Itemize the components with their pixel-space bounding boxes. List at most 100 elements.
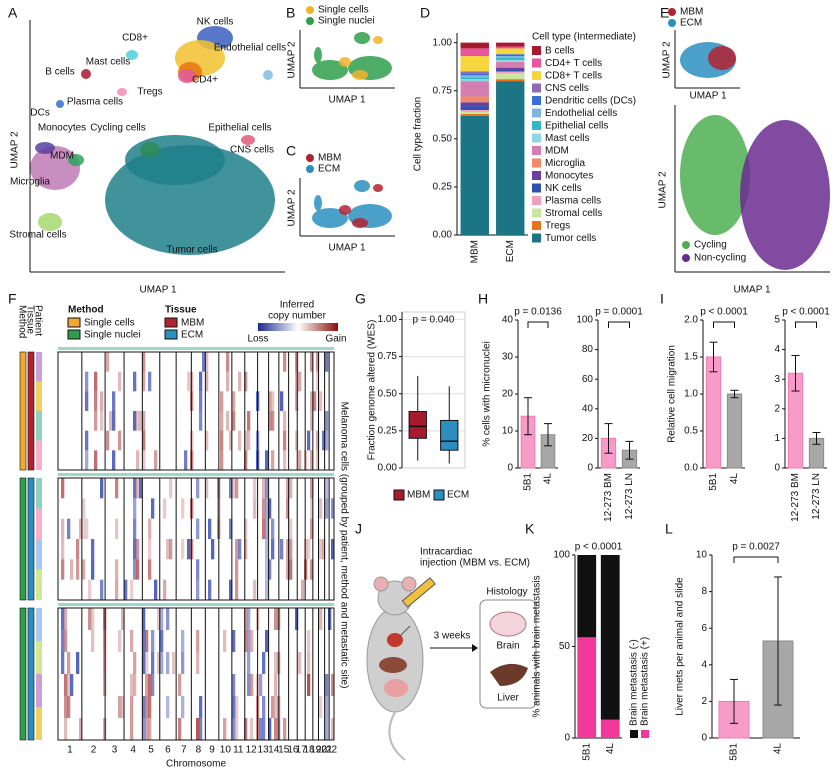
heatmap-cell	[307, 674, 311, 696]
annotation: Histology	[486, 587, 527, 598]
heatmap-cell	[61, 518, 65, 539]
panel-letter: J	[355, 521, 362, 537]
bar-segment	[460, 77, 489, 80]
chromosome-label: 9	[209, 745, 215, 756]
panel-letter: K	[525, 521, 535, 537]
heatmap-cell	[130, 696, 134, 718]
heatmap-cell	[289, 539, 293, 560]
heatmap-cell	[64, 696, 68, 718]
heatmap-cell	[64, 608, 68, 630]
heatmap-cell	[271, 450, 275, 470]
bar-segment	[496, 71, 525, 74]
track	[19, 351, 27, 471]
heatmap-cell	[205, 371, 209, 392]
y-tick-label: 0.75	[433, 85, 453, 96]
heatmap-cell	[133, 539, 137, 560]
heatmap-cell	[325, 696, 329, 718]
panel-letter: H	[478, 291, 488, 307]
heatmap-cell	[115, 579, 119, 600]
track	[27, 351, 35, 471]
heatmap-cell	[160, 630, 164, 652]
heatmap-cell	[310, 478, 314, 499]
umap-cluster	[314, 195, 322, 211]
legend-label: Single cells	[318, 5, 369, 16]
legend-label: MBM	[407, 490, 430, 501]
legend-label: Stromal cells	[545, 208, 602, 219]
legend-label: Brain metastasis (-)	[629, 639, 640, 726]
x-tick-label: 12-273 BM	[603, 473, 614, 522]
heatmap-cell	[163, 498, 167, 519]
heatmap-cell	[316, 450, 320, 470]
y-tick-label: 4	[774, 344, 780, 355]
track	[36, 707, 42, 740]
heatmap-cell	[280, 391, 284, 411]
legend-swatch	[532, 171, 541, 180]
heatmap-cell	[181, 696, 185, 718]
heatmap-cell	[250, 674, 254, 696]
y-axis-label: Relative cell migration	[667, 345, 678, 443]
heatmap-cell	[199, 371, 203, 392]
heatmap-cell	[163, 579, 167, 600]
umap-cluster	[178, 69, 196, 83]
y-tick-label: 6	[701, 623, 707, 634]
legend-swatch	[532, 183, 541, 193]
heatmap-cell	[235, 559, 239, 580]
heatmap-cell	[130, 630, 134, 652]
y-axis-label: UMAP 2	[662, 41, 673, 78]
annotation: p = 0.040	[413, 315, 455, 326]
heatmap-cell	[70, 674, 74, 696]
heatmap-bg	[58, 352, 334, 470]
chromosome-label: 18	[303, 745, 315, 756]
y-tick-label: 0	[507, 463, 513, 474]
heatmap-cell	[145, 674, 149, 696]
legend-swatch	[641, 730, 649, 738]
mouse-ear	[373, 576, 389, 592]
heatmap-cell	[85, 518, 89, 539]
umap-cluster	[68, 154, 84, 166]
y-tick-label: 10	[502, 426, 514, 437]
heatmap-cell	[142, 608, 146, 630]
heatmap-cell	[100, 579, 104, 600]
heatmap-cell	[136, 411, 140, 431]
bar-segment	[496, 73, 525, 80]
heatmap-cell	[238, 371, 242, 392]
heatmap-cell	[331, 674, 335, 696]
legend-label: Endothelial cells	[545, 108, 617, 119]
cluster-label: Monocytes	[38, 123, 86, 134]
annotation: Liver	[497, 693, 519, 704]
heatmap-cell	[307, 630, 311, 652]
x-axis-label: UMAP 1	[689, 91, 726, 102]
heatmap-cell	[319, 608, 323, 630]
heatmap-cell	[94, 391, 98, 411]
legend-dot	[306, 6, 314, 14]
legend-label: MBM	[680, 7, 703, 18]
legend-swatch	[630, 730, 638, 738]
umap-cluster	[373, 36, 383, 44]
heatmap-cell	[142, 450, 146, 470]
heatmap-cell	[154, 579, 158, 600]
heatmap-cell	[226, 352, 230, 372]
cluster-label: Tregs	[137, 87, 162, 98]
organ	[379, 657, 407, 673]
cluster-label: Mast cells	[86, 57, 130, 68]
heatmap-cell	[310, 391, 314, 411]
heatmap-cell	[61, 630, 65, 652]
annotation: p = 0.0001	[595, 307, 643, 318]
umap-cluster	[352, 70, 368, 80]
heatmap-cell	[238, 539, 242, 560]
heatmap-cell	[142, 430, 146, 451]
heatmap-cell	[286, 498, 290, 519]
heatmap-cell	[145, 630, 149, 652]
heatmap-cell	[283, 352, 287, 372]
legend-label: Brain metastasis (+)	[640, 637, 651, 726]
y-tick-label: 30	[502, 352, 514, 363]
x-tick-label: 4L	[543, 473, 554, 485]
annotation: p = 0.0027	[732, 542, 780, 553]
x-tick-label: 4L	[605, 743, 616, 755]
y-axis-label: % cells with micronuclei	[482, 341, 493, 447]
bar-segment	[460, 81, 489, 97]
heatmap-cell	[244, 430, 248, 451]
umap-cluster	[373, 184, 383, 192]
heatmap-cell	[295, 430, 299, 451]
y-tick-label: 0.25	[433, 182, 453, 193]
